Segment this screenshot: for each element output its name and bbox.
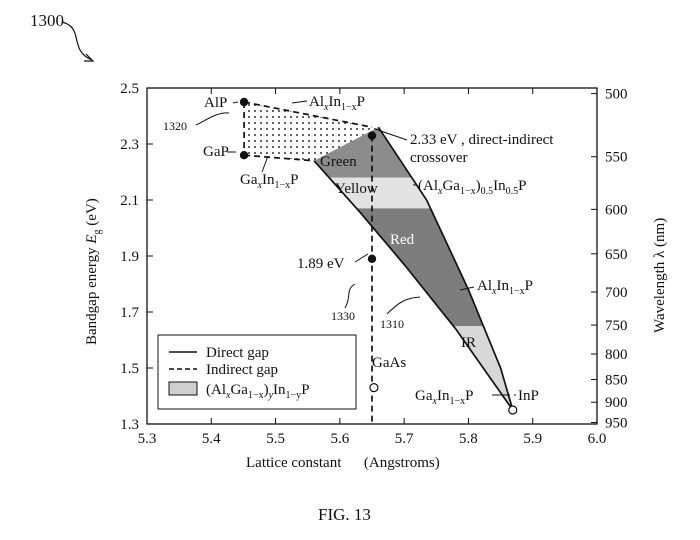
x-tick-label: 5.7	[395, 431, 414, 447]
right-tick-label: 550	[605, 150, 628, 166]
figure-ref-arrow	[62, 22, 92, 60]
y-tick-label: 1.7	[120, 305, 139, 321]
y-tick-label: 2.5	[120, 81, 139, 97]
leader-1310	[387, 297, 420, 314]
right-tick-label: 950	[605, 416, 628, 432]
legend-swatch-quaternary	[169, 382, 197, 395]
right-tick-label: 700	[605, 285, 628, 301]
y-tick-label: 1.9	[120, 249, 139, 265]
ref-1310: 1310	[380, 317, 404, 331]
label-alinp-top: AlxIn1−xP	[309, 94, 365, 113]
figure-ref-arrowhead	[84, 54, 93, 61]
label-alinp-right: AlxIn1−xP	[477, 278, 533, 297]
right-tick-label: 800	[605, 347, 628, 363]
legend: Direct gap Indirect gap (AlxGa1−x)yIn1−y…	[158, 335, 356, 409]
y-tick-label: 1.3	[120, 417, 139, 433]
ref-1320: 1320	[163, 119, 187, 133]
y-axis-title-right: Wavelength λ (nm)	[652, 218, 668, 333]
label-gaas: GaAs	[372, 355, 406, 371]
region-label-yellow: Yellow	[335, 181, 378, 197]
y-tick-label: 2.1	[120, 193, 139, 209]
x-axis-title: Lattice constant (Angstroms)	[246, 455, 440, 471]
x-tick-label: 5.3	[138, 431, 157, 447]
right-tick-label: 500	[605, 87, 628, 103]
label-gainp-mid: GaxIn1−xP	[240, 172, 298, 191]
label-inp: InP	[518, 388, 539, 404]
label-gainp-bottom: GaxIn1−xP	[415, 388, 473, 407]
data-point	[368, 255, 375, 262]
data-point	[370, 384, 378, 392]
legend-label-indirect: Indirect gap	[206, 362, 278, 378]
x-tick-label: 5.4	[202, 431, 221, 447]
y-tick-label: 1.5	[120, 361, 139, 377]
region-label-red: Red	[390, 232, 415, 248]
right-tick-label: 750	[605, 318, 628, 334]
legend-label-direct: Direct gap	[206, 345, 269, 361]
figure-ref-number: 1300	[30, 11, 64, 30]
data-point	[509, 406, 517, 414]
label-algainp-yellow: (AlxGa1−x)0.5In0.5P	[418, 178, 526, 197]
label-crossover-line2: crossover	[410, 150, 467, 166]
x-tick-label: 5.8	[459, 431, 478, 447]
right-tick-label: 650	[605, 247, 628, 263]
leader-alinp-top	[292, 101, 307, 103]
label-189ev: 1.89 eV	[297, 256, 345, 272]
data-point	[368, 132, 375, 139]
x-tick-label: 5.6	[330, 431, 349, 447]
label-crossover-line1: 2.33 eV , direct-indirect	[410, 132, 554, 148]
region-label-ir: IR	[461, 335, 476, 351]
leader-189ev	[355, 254, 368, 262]
figure-caption: FIG. 13	[318, 505, 371, 524]
x-tick-label: 5.5	[266, 431, 285, 447]
leader-1320	[196, 113, 229, 125]
label-gap: GaP	[203, 144, 229, 160]
right-tick-label: 900	[605, 395, 628, 411]
data-point	[240, 98, 247, 105]
leader-alp	[233, 102, 238, 103]
y-tick-label: 2.3	[120, 137, 139, 153]
ref-1330: 1330	[331, 309, 355, 323]
x-tick-label: 6.0	[588, 431, 607, 447]
region-label-green: Green	[320, 154, 357, 170]
right-tick-label: 600	[605, 202, 628, 218]
label-alp: AlP	[204, 95, 227, 111]
y-axis-title-left: Bandgap energy Eg (eV)	[84, 198, 103, 345]
leader-1330	[345, 284, 355, 308]
data-point	[240, 152, 247, 159]
right-tick-label: 850	[605, 373, 628, 389]
leader-gainp-mid	[262, 156, 268, 172]
x-tick-label: 5.9	[523, 431, 542, 447]
